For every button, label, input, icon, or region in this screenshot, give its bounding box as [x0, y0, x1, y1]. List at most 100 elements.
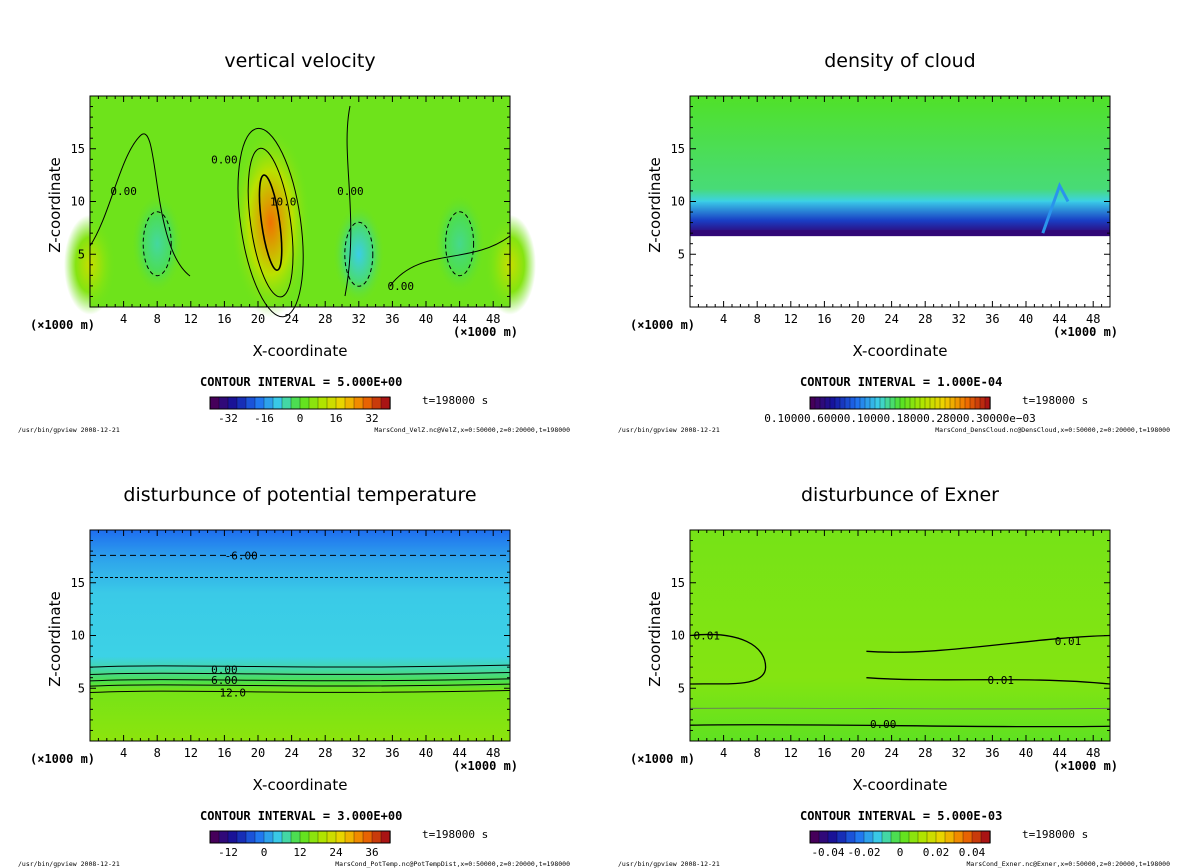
- colorbar-cell: [889, 396, 896, 410]
- temp-contour: [89, 689, 511, 693]
- x-unit-right: (×1000 m): [1053, 325, 1119, 339]
- colorbar-cell: [362, 830, 373, 844]
- y-tick-label: 15: [671, 142, 685, 156]
- panel-exner: 0.01 0.01 0.01 0.00 4 8 12 16 20 24 28 32 36 40 44 48 5 1…: [600, 434, 1200, 868]
- colorbar-tick-label: -0.02: [847, 846, 880, 859]
- footer-program: /usr/bin/gpview 2008-12-21: [18, 426, 120, 434]
- y-axis-label: Z-coordinate: [46, 591, 64, 687]
- colorbar-cell: [281, 830, 292, 844]
- colorbar-cell: [849, 396, 856, 410]
- chart-title: disturbunce of Exner: [800, 484, 999, 506]
- colorbar-cell: [317, 830, 328, 844]
- colorbar-cell: [308, 830, 319, 844]
- colorbar-cell: [979, 396, 986, 410]
- colorbar-cell: [236, 396, 247, 410]
- colorbar-cell: [809, 396, 816, 410]
- colorbar-tick-label: 0: [297, 412, 304, 425]
- x-tick-label: 40: [419, 312, 433, 326]
- colorbar-tick-label: 36: [365, 846, 378, 859]
- y-axis-label: Z-coordinate: [646, 591, 664, 687]
- x-tick-label: 48: [486, 746, 500, 760]
- plot-field: [89, 530, 511, 741]
- exner-field: [690, 530, 1110, 741]
- colorbar-cell: [218, 396, 229, 410]
- x-tick-label: 4: [120, 746, 127, 760]
- x-tick-label: 28: [318, 746, 332, 760]
- y-tick-label: 10: [671, 629, 685, 643]
- colorbar-frame: [809, 396, 991, 410]
- x-unit-right: (×1000 m): [453, 759, 519, 773]
- x-axis-label: X-coordinate: [852, 776, 948, 794]
- colorbar-cell: [881, 830, 892, 844]
- temp-contour: [89, 664, 511, 668]
- x-unit-left: (×1000 m): [630, 318, 696, 332]
- colorbar-cell: [894, 396, 901, 410]
- colorbar-cell: [819, 396, 826, 410]
- cloud-upper-field: [690, 96, 1110, 202]
- exner-contour: [866, 634, 1111, 653]
- x-tick-label: 24: [884, 746, 898, 760]
- colorbar-cell: [863, 830, 874, 844]
- y-tick-label: 15: [671, 576, 685, 590]
- x-tick-label: 8: [154, 746, 161, 760]
- x-unit-right: (×1000 m): [453, 325, 519, 339]
- colorbar-cell: [908, 830, 919, 844]
- colorbar-tick-label: 24: [329, 846, 343, 859]
- colorbar-cell: [935, 830, 946, 844]
- colorbar-cell: [299, 830, 310, 844]
- cloud-plume: [1041, 181, 1070, 234]
- plot-svg: 4 8 12 16 20 24 28 32 36 40 44 48510150.10000.60000…: [671, 95, 1111, 425]
- colorbar-cell: [959, 396, 966, 410]
- y-tick-label: 5: [78, 681, 85, 695]
- x-tick-label: 48: [1086, 312, 1100, 326]
- colorbar-cell: [899, 396, 906, 410]
- panel-vertical-velocity: 0.00 0.00 10.0 0.00 0.00 4 8 12 16 20 24 28 32 36 40 44…: [0, 0, 600, 434]
- x-tick-label: 40: [419, 746, 433, 760]
- y-axis-label: Z-coordinate: [46, 157, 64, 253]
- x-tick-label: 32: [352, 312, 366, 326]
- y-tick-label: 15: [71, 576, 85, 590]
- plot-frame: [89, 95, 511, 308]
- colorbar-cell: [263, 396, 274, 410]
- x-tick-label: 12: [784, 312, 798, 326]
- colorbar-cell: [964, 396, 971, 410]
- colorbar-cell: [227, 830, 238, 844]
- contour-interval: CONTOUR INTERVAL = 1.000E-04: [800, 375, 1003, 389]
- x-tick-label: 16: [217, 312, 231, 326]
- exner-contour: [689, 724, 1111, 728]
- x-tick-label: 24: [884, 312, 898, 326]
- colorbar-cell: [335, 830, 346, 844]
- panel-density-of-cloud: 4 8 12 16 20 24 28 32 36 40 44 48 5 10 15 0.10000.60000…: [600, 0, 1200, 434]
- temp-contour: [89, 683, 511, 687]
- x-tick-label: 16: [817, 746, 831, 760]
- colorbar-cell: [944, 830, 955, 844]
- x-tick-label: 4: [720, 746, 727, 760]
- colorbar-cell: [834, 396, 841, 410]
- colorbar-cell: [844, 396, 851, 410]
- colorbar-cell: [814, 396, 821, 410]
- colorbar-cell: [872, 830, 883, 844]
- colorbar-cell: [839, 396, 846, 410]
- colorbar-cell: [299, 396, 310, 410]
- colorbar-cell: [854, 396, 861, 410]
- plot-frame: [689, 529, 1111, 742]
- colorbar-cell: [335, 396, 346, 410]
- contour-interval: CONTOUR INTERVAL = 5.000E+00: [200, 375, 403, 389]
- contour-label: 0.00: [337, 185, 364, 198]
- colorbar-cell: [209, 396, 220, 410]
- contour-label: 10.0: [270, 196, 297, 209]
- x-tick-label: 44: [1052, 312, 1066, 326]
- panel-potential-temperature: -6.00 0.00 6.00 12.0 4 8 12 16 20 24 28 32 36 40 44 48 5…: [0, 434, 600, 868]
- x-axis-label: X-coordinate: [252, 776, 348, 794]
- x-tick-label: 24: [284, 312, 298, 326]
- plot-field: [689, 530, 1111, 741]
- footer-program: /usr/bin/gpview 2008-12-21: [18, 860, 120, 868]
- colorbar-cell: [962, 830, 973, 844]
- colorbar-cell: [919, 396, 926, 410]
- colorbar-cell: [884, 396, 891, 410]
- x-tick-label: 16: [817, 312, 831, 326]
- x-tick-label: 48: [486, 312, 500, 326]
- downdraft-contour: [445, 211, 475, 277]
- y-axis-label: Z-coordinate: [646, 157, 664, 253]
- x-axis-label: X-coordinate: [852, 342, 948, 360]
